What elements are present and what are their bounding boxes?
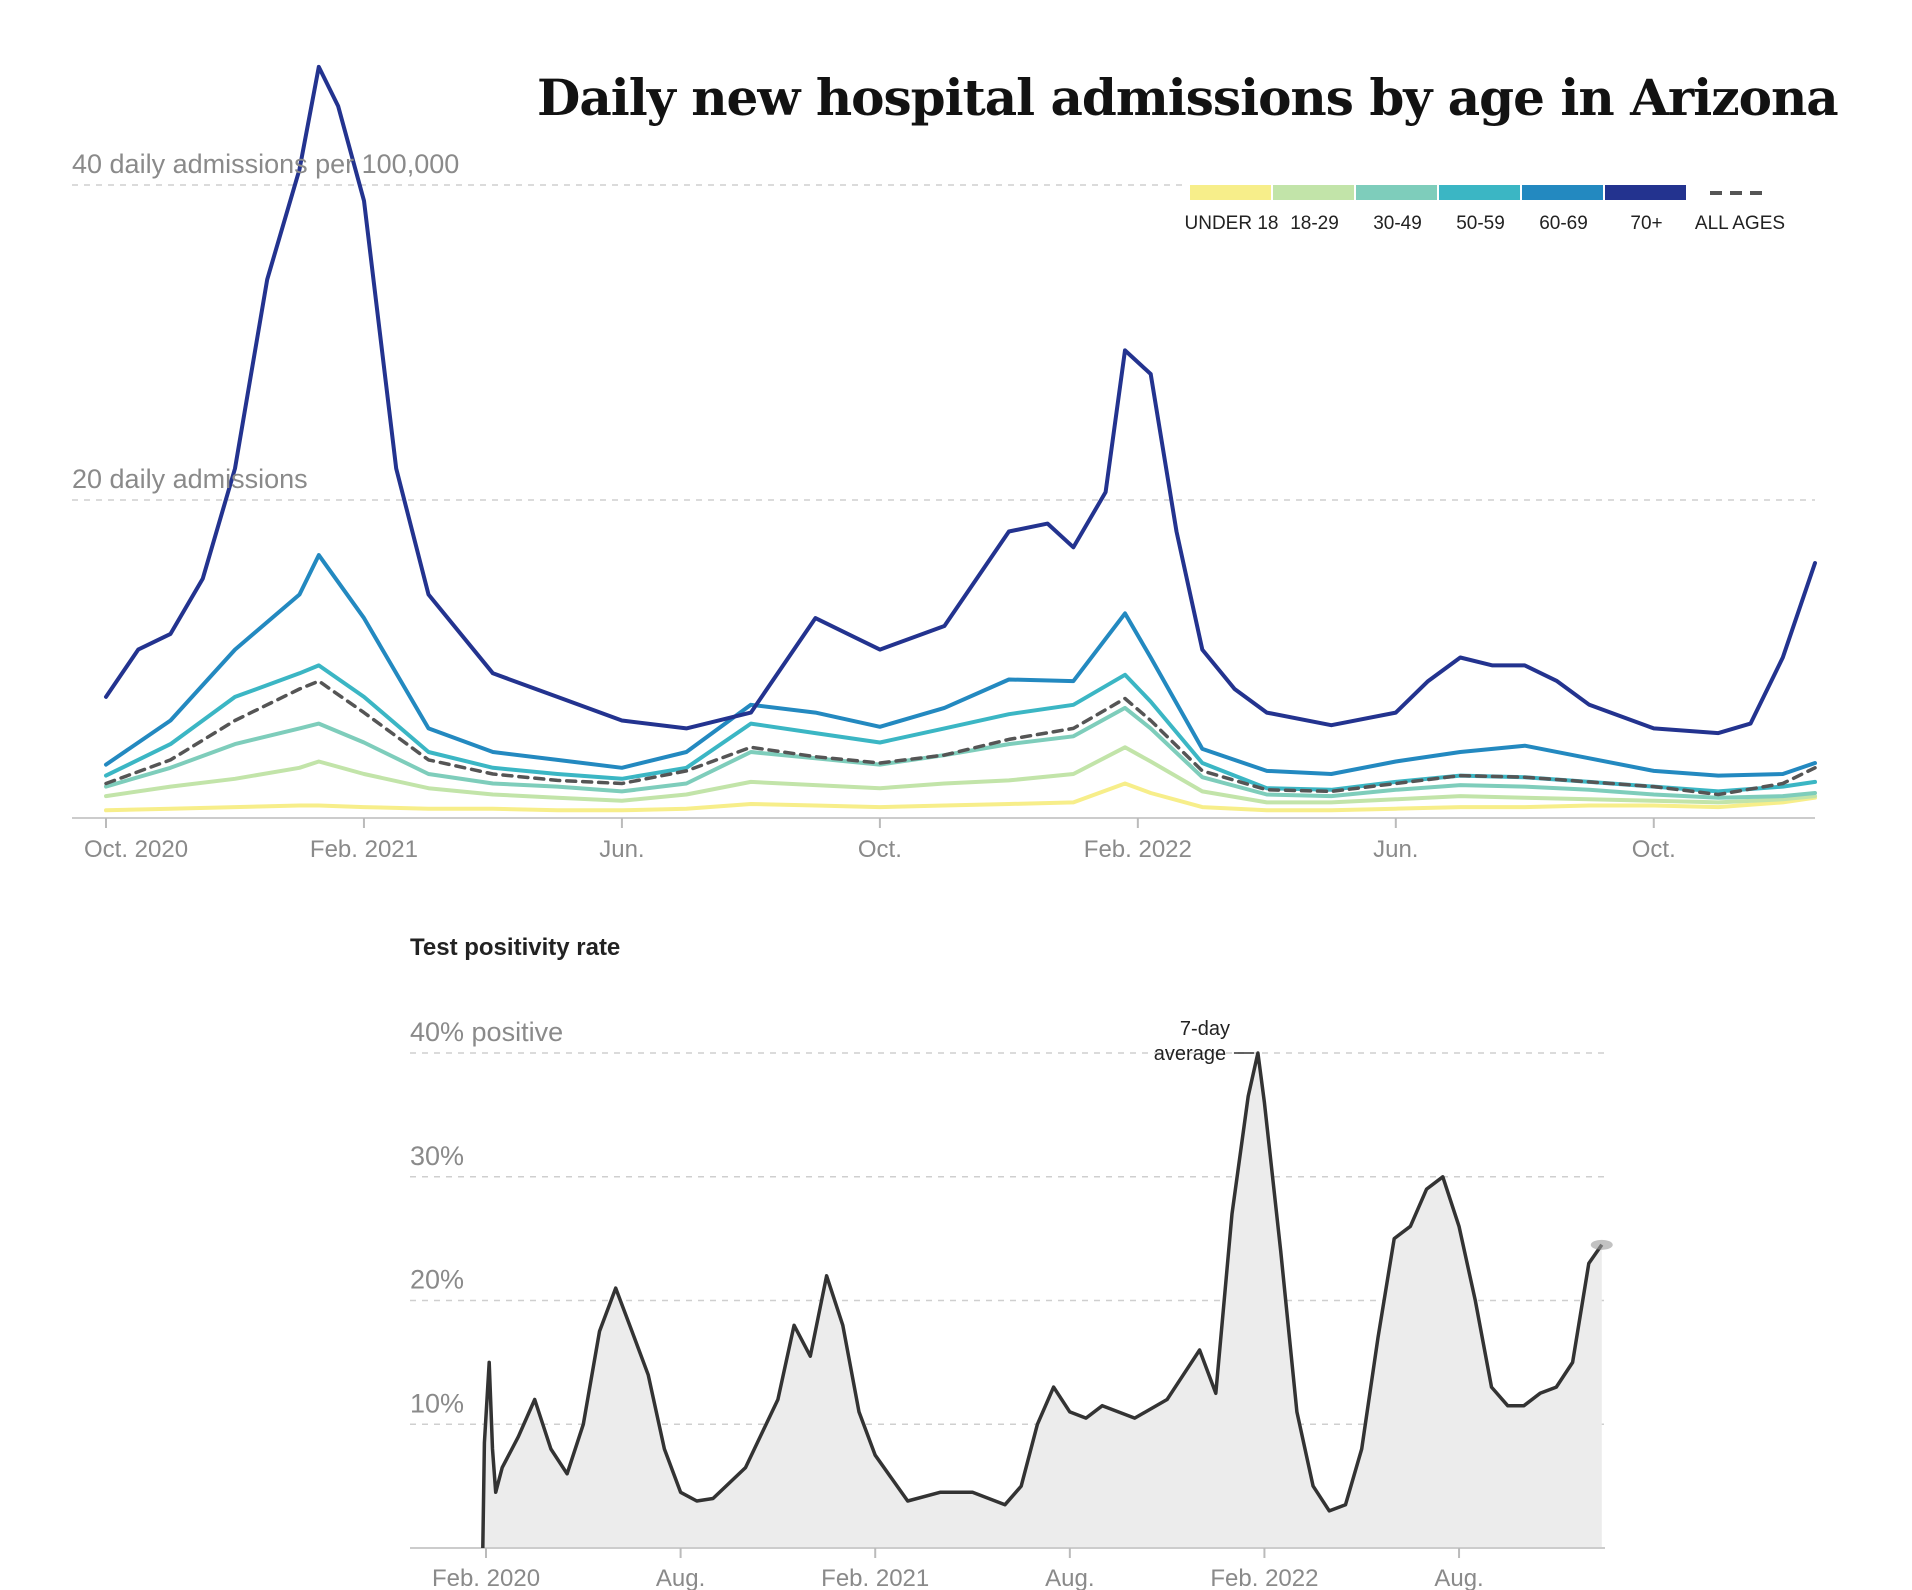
x-tick-label-aug: Aug.	[656, 1565, 705, 1590]
x-tick-label-feb-2021: Feb. 2021	[310, 836, 418, 863]
annotation-line-2: average	[1154, 1043, 1226, 1065]
y-tick-label-20: 20 daily admissions	[72, 464, 308, 494]
series-line-18-29	[104, 745, 1817, 805]
x-tick-label-oct-2020: Oct. 2020	[84, 836, 188, 863]
legend-swatch-70	[1605, 185, 1686, 200]
x-tick-label-aug: Aug.	[1045, 1565, 1094, 1590]
admissions-x-tick-labels: Oct. 2020 Feb. 2021 Jun. Oct. Feb. 2022 Jun. O…	[84, 818, 1676, 863]
positivity-x-tick-labels: Feb. 2020 Aug. Feb. 2021 Aug. Feb. 2022 Aug.	[432, 1548, 1484, 1590]
positivity-chart-title: Test positivity rate	[410, 934, 621, 961]
series-line-30-49	[104, 705, 1817, 800]
positivity-area	[482, 1053, 1602, 1548]
legend-swatch-60-69	[1522, 185, 1603, 200]
positivity-annotation: 7-day average	[1154, 1018, 1254, 1065]
y-tick-label-40: 40 daily admissions per 100,000	[72, 149, 459, 179]
y-tick-label-20: 20%	[410, 1265, 464, 1295]
legend-label-50-59: 50-59	[1456, 213, 1505, 234]
positivity-line	[481, 1051, 1604, 1549]
series-line-50-59	[104, 663, 1817, 794]
legend-label-70: 70+	[1630, 213, 1662, 234]
x-tick-label-jun: Jun.	[599, 836, 644, 863]
x-tick-label-feb-2022: Feb. 2022	[1210, 1565, 1318, 1590]
admissions-gridlines	[72, 184, 1815, 819]
x-tick-label-oct: Oct.	[858, 836, 902, 863]
positivity-y-tick-labels: 40% positive 30% 20% 10%	[410, 1017, 563, 1418]
y-tick-label-40: 40% positive	[410, 1017, 563, 1047]
legend-label-18-29: 18-29	[1290, 213, 1339, 234]
y-tick-label-10: 10%	[410, 1388, 464, 1418]
legend-swatch-30-49	[1356, 185, 1437, 200]
x-tick-label-feb-2020: Feb. 2020	[432, 1565, 540, 1590]
chart-title: Daily new hospital admissions by age in …	[537, 68, 1839, 127]
latest-point-marker	[1590, 1239, 1613, 1250]
positivity-series-group	[410, 1051, 1613, 1549]
series-line-under-18	[104, 781, 1817, 813]
x-tick-label-jun: Jun.	[1373, 836, 1418, 863]
legend-swatch-50-59	[1439, 185, 1520, 200]
admissions-y-tick-labels: 40 daily admissions per 100,000 20 daily …	[72, 149, 459, 494]
x-tick-label-aug: Aug.	[1434, 1565, 1483, 1590]
admissions-legend: UNDER 18 18-29 30-49 50-59 60-69 70+ ALL AGES	[1182, 178, 1822, 238]
x-tick-label-feb-2022: Feb. 2022	[1084, 836, 1192, 863]
legend-swatch-under-18	[1190, 185, 1271, 200]
x-tick-label-oct: Oct.	[1632, 836, 1676, 863]
y-tick-label-30: 30%	[410, 1141, 464, 1171]
series-line-all-ages	[104, 679, 1817, 797]
series-line-60-69	[104, 553, 1817, 778]
legend-label-60-69: 60-69	[1539, 213, 1588, 234]
annotation-line-1: 7-day	[1180, 1018, 1230, 1040]
admissions-series-group	[104, 64, 1817, 813]
legend-label-under-18: UNDER 18	[1185, 213, 1279, 234]
legend-label-all-ages: ALL AGES	[1695, 213, 1785, 234]
series-line-70	[104, 64, 1817, 736]
legend-swatch-18-29	[1273, 185, 1354, 200]
legend-label-30-49: 30-49	[1373, 213, 1422, 234]
x-tick-label-feb-2021: Feb. 2021	[821, 1565, 929, 1590]
